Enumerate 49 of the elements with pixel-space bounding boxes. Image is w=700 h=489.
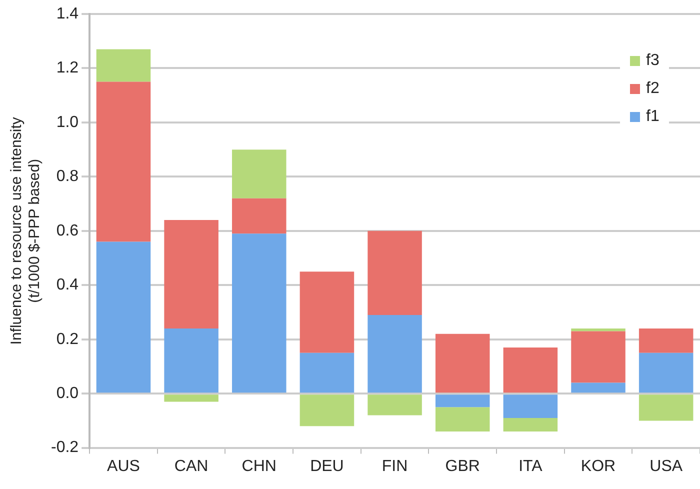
x-tick-label: USA: [650, 458, 683, 475]
x-tick-label: FIN: [382, 458, 408, 475]
x-tick-label: DEU: [310, 458, 344, 475]
bar: [571, 328, 626, 332]
x-tick-label: KOR: [580, 458, 616, 475]
bar: [300, 352, 354, 393]
y-tick-label: 0.2: [56, 330, 79, 348]
y-tick-label: 0.0: [56, 384, 79, 402]
bar: [638, 352, 694, 393]
legend-label: f1: [646, 108, 660, 126]
bar: [368, 230, 422, 315]
bar: [96, 82, 151, 242]
bar: [300, 394, 354, 426]
y-tick-label: 1.2: [56, 60, 79, 77]
bar: [232, 234, 286, 393]
bar: [232, 198, 286, 234]
bar: [638, 394, 694, 421]
y-tick-label: 0.8: [56, 168, 79, 186]
x-tick-label: ITA: [518, 458, 543, 475]
bar: [164, 220, 218, 329]
bar: [435, 407, 490, 432]
bar: [368, 394, 422, 416]
bar: [571, 382, 626, 393]
bar: [164, 328, 218, 393]
y-tick-label: 0.4: [56, 276, 79, 294]
y-tick-label: 1.0: [56, 114, 79, 131]
bar: [503, 394, 558, 418]
bar: [96, 49, 151, 82]
x-tick-label: CAN: [174, 458, 208, 475]
legend-label: f3: [646, 52, 660, 70]
y-axis-title: Influence to resource use intensity (t/1000 $-PPP based): [8, 116, 44, 345]
bar: [571, 331, 626, 383]
legend-label: f2: [646, 80, 660, 98]
x-tick-label: AUS: [107, 458, 140, 475]
bar: [503, 418, 558, 432]
y-tick-label: 0.6: [56, 222, 79, 240]
x-tick-label: CHN: [242, 458, 276, 475]
y-tick-label: 1.4: [56, 5, 79, 22]
bar: [164, 394, 218, 402]
bar: [300, 272, 354, 353]
bar: [435, 334, 490, 393]
bar: [638, 328, 694, 353]
y-tick-label: -0.2: [50, 439, 79, 456]
bar: [435, 394, 490, 408]
x-tick-label: GBR: [445, 458, 480, 475]
bar: [96, 242, 151, 393]
bar: [232, 150, 286, 198]
bar: [368, 314, 422, 393]
bar: [503, 347, 558, 393]
